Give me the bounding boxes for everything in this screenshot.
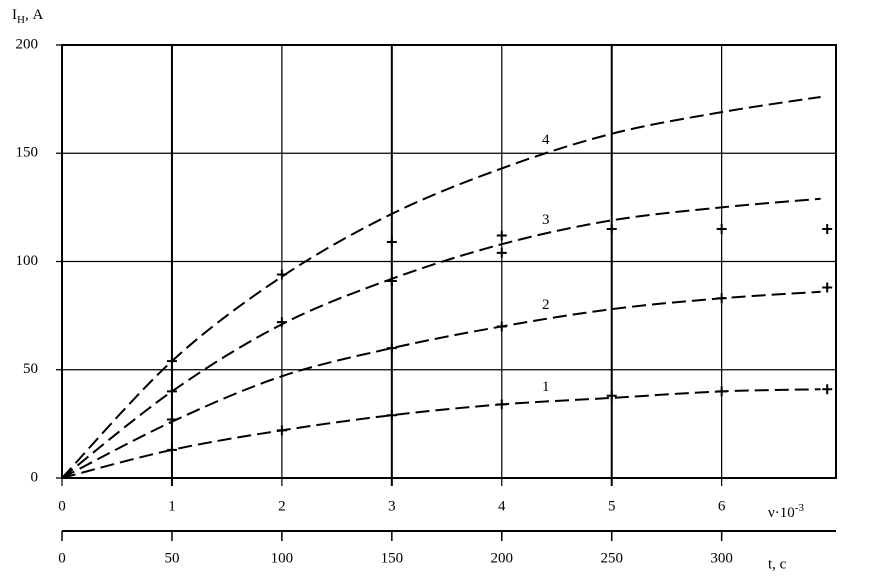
x-tick-label: 2 xyxy=(278,498,286,514)
x2-tick-label: 250 xyxy=(600,550,623,566)
x2-axis-label: t, c xyxy=(768,556,787,572)
curve xyxy=(61,290,821,479)
data-point xyxy=(166,386,177,397)
x-tick-label: 4 xyxy=(498,498,506,514)
curve-label: 4 xyxy=(542,132,550,148)
x2-tick-label: 0 xyxy=(58,550,66,566)
y-label-sub: Н xyxy=(17,14,25,26)
data-point xyxy=(276,425,287,436)
data-point xyxy=(386,343,397,354)
y-label-unit: , А xyxy=(25,7,44,23)
data-point xyxy=(606,390,617,401)
x-label-main: ν·10 xyxy=(768,505,795,521)
x-axis-label: ν·10-3 xyxy=(768,502,804,522)
curve xyxy=(61,197,821,479)
curve-label: 1 xyxy=(542,379,550,395)
data-point xyxy=(386,237,397,248)
data-point xyxy=(166,356,177,367)
x-tick-label: 1 xyxy=(168,498,176,514)
y-axis-label: IН, А xyxy=(12,7,43,25)
data-point xyxy=(716,293,727,304)
x-tick-label: 5 xyxy=(608,498,616,514)
data-point xyxy=(166,444,177,455)
data-point xyxy=(822,224,833,235)
data-point xyxy=(496,399,507,410)
x-label-exp: -3 xyxy=(795,502,805,514)
data-point xyxy=(822,384,833,395)
data-point xyxy=(496,247,507,258)
x2-tick-label: 100 xyxy=(271,550,294,566)
data-point xyxy=(276,317,287,328)
data-point xyxy=(716,386,727,397)
y-tick-label: 50 xyxy=(23,361,38,377)
data-point xyxy=(496,321,507,332)
x-tick-label: 0 xyxy=(58,498,66,514)
data-point xyxy=(276,269,287,280)
x2-tick-label: 200 xyxy=(491,550,514,566)
data-point xyxy=(606,224,617,235)
x2-tick-label: 150 xyxy=(381,550,404,566)
data-point xyxy=(386,275,397,286)
x-tick-label: 3 xyxy=(388,498,396,514)
data-point xyxy=(716,224,727,235)
y-tick-label: 100 xyxy=(16,253,39,269)
y-tick-label: 150 xyxy=(16,145,39,161)
y-label-main: I xyxy=(12,7,17,23)
data-point xyxy=(386,410,397,421)
x2-tick-label: 50 xyxy=(164,550,179,566)
curve-label: 3 xyxy=(542,212,550,228)
data-point xyxy=(496,230,507,241)
x2-tick-label: 300 xyxy=(710,550,733,566)
curve-label: 2 xyxy=(542,297,550,313)
data-point xyxy=(822,282,833,293)
y-tick-label: 200 xyxy=(16,36,39,52)
y-tick-label: 0 xyxy=(31,469,39,485)
data-point xyxy=(166,414,177,425)
x-tick-label: 6 xyxy=(718,498,726,514)
plot-frame xyxy=(61,44,837,479)
curve xyxy=(61,388,821,479)
